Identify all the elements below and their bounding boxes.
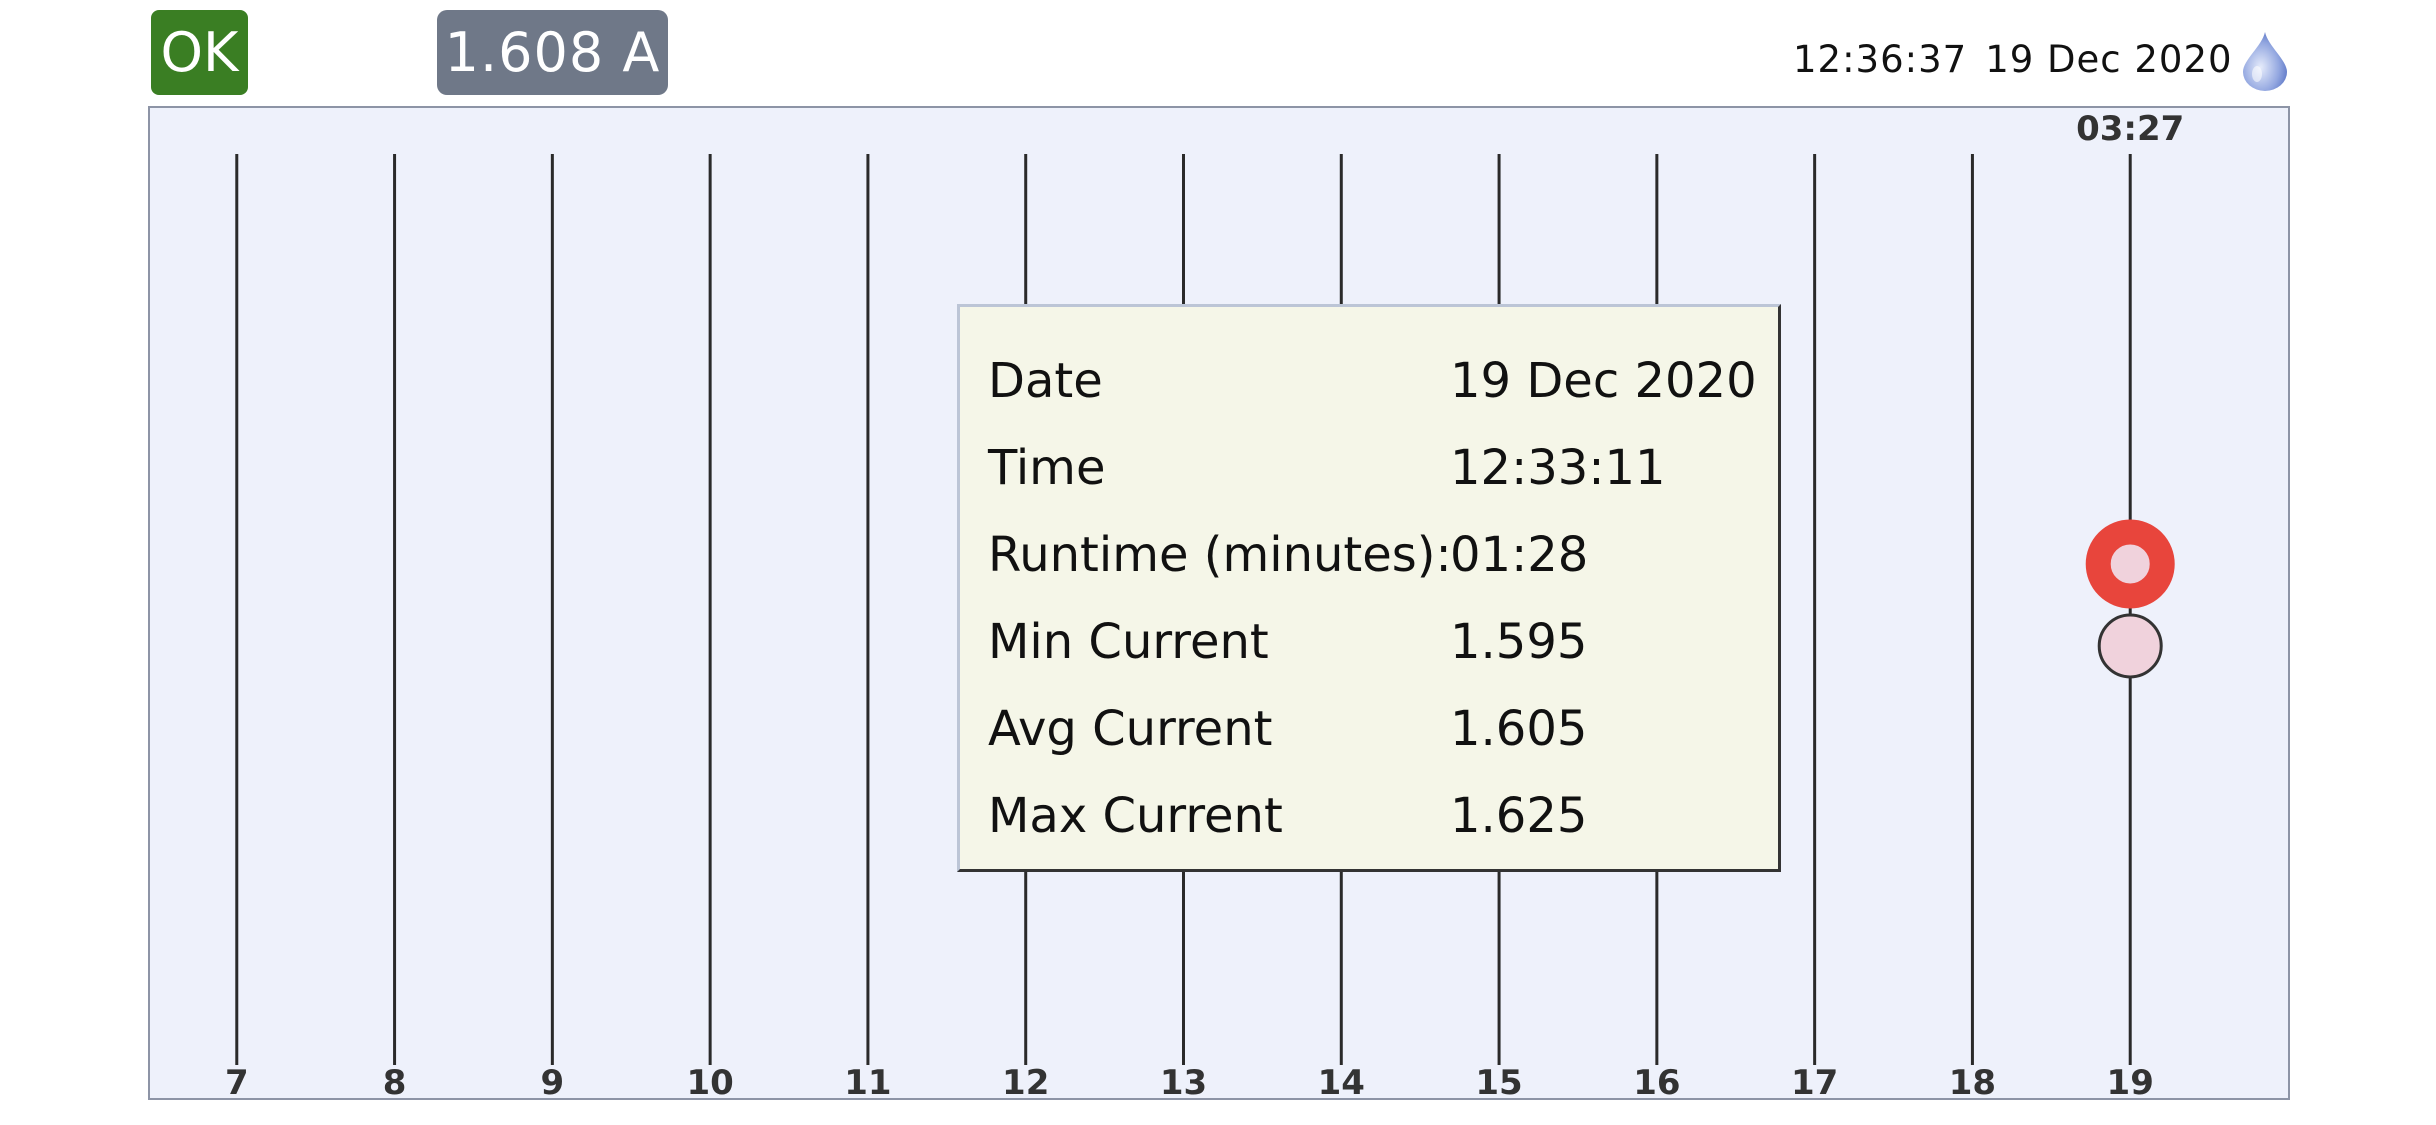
x-tick-label: 8: [383, 1063, 407, 1098]
tooltip-label: Date: [988, 352, 1103, 409]
data-point[interactable]: [2097, 613, 2163, 679]
x-tick-label: 17: [1791, 1063, 1838, 1098]
x-tick-label: 19: [2107, 1063, 2154, 1098]
tooltip-label: Time: [988, 439, 1106, 496]
clock-date: 19 Dec 2020: [1985, 38, 2233, 81]
tooltip-row-avg-current: Avg Current 1.605: [988, 685, 1778, 772]
tooltip-value: 01:28: [1450, 526, 1589, 583]
tooltip-row-date: Date 19 Dec 2020: [988, 337, 1778, 424]
tooltip-label: Max Current: [988, 787, 1283, 844]
tooltip-row-time: Time 12:33:11: [988, 424, 1778, 511]
x-tick-label: 15: [1475, 1063, 1522, 1098]
tooltip-value: 1.605: [1450, 700, 1588, 757]
data-tooltip: Date 19 Dec 2020 Time 12:33:11 Runtime (…: [957, 304, 1781, 872]
runtime-chart[interactable]: 7 8 9 10 11 12 13 14 15 16 17 18 19 03:27 Date 19 Dec…: [148, 106, 2290, 1100]
tooltip-value: 1.625: [1450, 787, 1588, 844]
tooltip-row-min-current: Min Current 1.595: [988, 598, 1778, 685]
selected-data-point[interactable]: [2085, 519, 2175, 609]
x-tick-label: 12: [1002, 1063, 1049, 1098]
x-tick-label: 7: [225, 1063, 249, 1098]
x-tick-label: 14: [1318, 1063, 1365, 1098]
current-reading-badge: 1.608 A: [437, 10, 668, 95]
tooltip-value: 1.595: [1450, 613, 1588, 670]
tooltip-row-runtime: Runtime (minutes): 01:28: [988, 511, 1778, 598]
tooltip-label: Runtime (minutes):: [988, 526, 1452, 583]
x-tick-label: 10: [686, 1063, 733, 1098]
water-drop-icon[interactable]: [2240, 30, 2290, 92]
tooltip-value: 12:33:11: [1450, 439, 1666, 496]
tooltip-label: Avg Current: [988, 700, 1273, 757]
x-tick-label: 13: [1160, 1063, 1207, 1098]
tooltip-value: 19 Dec 2020: [1450, 352, 1757, 409]
x-tick-label: 11: [844, 1063, 891, 1098]
x-tick-label: 9: [541, 1063, 565, 1098]
datetime-display: 12:36:37 19 Dec 2020: [1793, 38, 2232, 81]
x-tick-label: 16: [1633, 1063, 1680, 1098]
tooltip-label: Min Current: [988, 613, 1269, 670]
x-tick-label: 18: [1949, 1063, 1996, 1098]
current-marker-label: 03:27: [2076, 109, 2184, 149]
status-badge: OK: [151, 10, 248, 95]
tooltip-row-max-current: Max Current 1.625: [988, 772, 1778, 859]
clock-time: 12:36:37: [1793, 38, 1968, 81]
